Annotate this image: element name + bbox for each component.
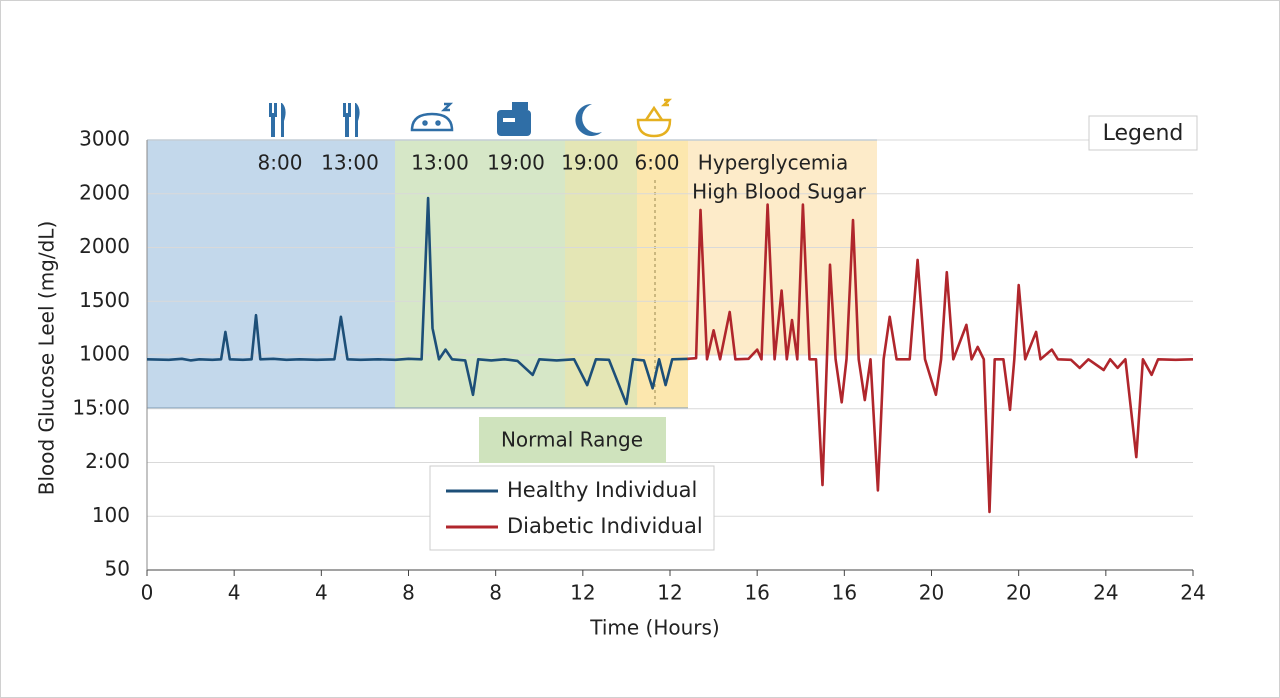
- series-line: [687, 203, 1194, 514]
- y-tick-label: 3000: [79, 127, 130, 151]
- y-tick-label: 1500: [79, 288, 130, 312]
- x-axis-title: Time (Hours): [589, 616, 720, 640]
- band: [147, 140, 395, 408]
- x-tick-label: 12: [657, 581, 682, 605]
- x-tick-label: 4: [315, 581, 328, 605]
- labels: 50 100 2:00 15:00 1000 1500 2000 2000 3000 0 4 4 8 8 1…: [35, 115, 1206, 640]
- y-tick-label: 50: [105, 557, 130, 581]
- time-annotation: 8:00: [258, 151, 303, 175]
- time-annotation: 13:00: [411, 151, 469, 175]
- moon-icon: [575, 103, 602, 136]
- legend-label: Diabetic Individual: [507, 514, 703, 538]
- y-tick-label: 2:00: [85, 449, 130, 473]
- legend-title: Legend: [1103, 121, 1184, 146]
- wake-icon: [636, 98, 673, 138]
- y-tick-label: 2000: [79, 180, 130, 204]
- x-tick-label: 24: [1180, 581, 1205, 605]
- normal-range-label: Normal Range: [501, 428, 643, 452]
- y-tick-label: 15:00: [72, 395, 130, 419]
- legend-box: [429, 465, 715, 551]
- x-tick-label: 0: [141, 581, 154, 605]
- y-axis-title: Blood Glucose Leel (mg/dL): [35, 221, 59, 496]
- hyperglycemia-label: High Blood Sugar: [692, 180, 866, 204]
- x-tick-label: 16: [744, 581, 769, 605]
- legend-title-box: [1088, 115, 1198, 151]
- grid: [146, 139, 1194, 576]
- fork-knife-icon: [269, 103, 286, 137]
- x-tick-label: 12: [570, 581, 595, 605]
- time-annotation: 19:00: [487, 151, 545, 175]
- fork-knife-icon: [343, 103, 360, 137]
- x-tick-label: 16: [832, 581, 857, 605]
- icons: [269, 98, 673, 138]
- x-tick-label: 4: [228, 581, 241, 605]
- time-annotation: 19:00: [561, 151, 619, 175]
- time-annotation: 6:00: [635, 151, 680, 175]
- y-tick-label: 2000: [79, 234, 130, 258]
- time-annotation: 13:00: [321, 151, 379, 175]
- x-tick-label: 24: [1093, 581, 1118, 605]
- y-tick-label: 100: [92, 503, 130, 527]
- drink-icon: [497, 102, 531, 136]
- x-tick-label: 20: [919, 581, 944, 605]
- legend-label: Healthy Individual: [507, 478, 697, 502]
- y-tick-label: 1000: [79, 342, 130, 366]
- x-tick-label: 20: [1006, 581, 1031, 605]
- hyperglycemia-label: Hyperglycemia: [698, 151, 848, 175]
- series-line: [146, 196, 690, 406]
- x-tick-label: 8: [489, 581, 502, 605]
- band: [565, 140, 637, 408]
- lines: [146, 196, 1194, 514]
- sleep-icon: [410, 102, 454, 132]
- x-tick-label: 8: [402, 581, 415, 605]
- normal-range-box: [479, 417, 666, 463]
- band: [395, 140, 565, 408]
